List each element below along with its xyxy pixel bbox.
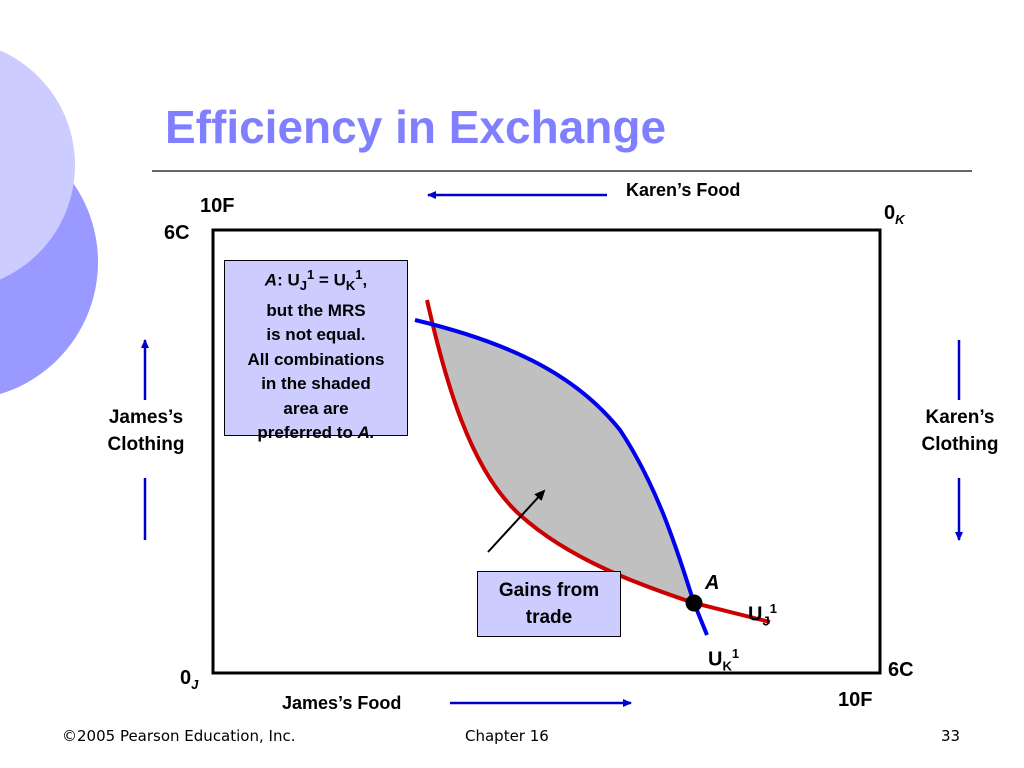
text: J [191,677,199,692]
text: 1 [355,267,363,282]
deco-circle [0,50,75,280]
text: 1 [769,601,777,616]
corner-label: 10F [838,689,873,711]
axis-label: James’s [108,407,184,428]
gains-line: Gains from [498,580,600,601]
text: preferred to [257,423,358,443]
text: 1 [306,267,315,282]
note-line: A: UJ1 = UK1, [225,263,407,299]
title: Efficiency in Exchange [165,101,667,153]
footer-text: Chapter 16 [465,727,549,745]
text: K [895,212,905,227]
text: J [762,613,770,629]
note-line: but the MRS [266,300,366,320]
note-line: All combinations [247,349,385,369]
text: 0 [884,202,896,224]
arrow [487,489,546,553]
corner-label: 0K [884,203,905,226]
text: = U [314,270,346,290]
text: 1 [731,646,740,661]
note-line: preferred to A. [225,421,407,446]
curve-uj [425,299,771,624]
corner-label: 6C [888,659,914,681]
text: K [345,278,356,294]
point-label: A [705,572,720,594]
text: : U [277,270,300,290]
text: U [708,648,723,671]
axis-label: Clothing [107,434,185,455]
text: 0 [180,667,192,689]
axis-label: James’s Food [282,693,402,713]
corner-label: 10F [200,195,235,217]
text: J [299,278,307,294]
curve-label: UJ1 [748,602,777,628]
corner-label: 0J [180,668,198,691]
edgeworth-box [211,228,882,675]
corner-label: 6C [164,222,190,244]
footer-text: 33 [941,727,961,745]
note-line: area are [283,398,349,418]
text: U [748,603,763,626]
text: , [362,270,368,290]
footer-text: ©2005 Pearson Education, Inc. [62,727,296,745]
note-box: A: UJ1 = UK1, but the MRS is not equal. … [224,260,408,442]
point-a [685,594,703,612]
axis-label: Clothing [921,434,999,455]
note-line: in the shaded [261,374,371,394]
text: K [722,658,732,674]
gains-box: Gains from trade [477,571,621,637]
shaded-region [433,325,694,603]
curve-uk [414,318,709,636]
curve-label: UK1 [708,647,739,673]
gains-line: trade [525,607,573,628]
text: A. [357,423,375,443]
axis-label: Karen’s [925,407,995,428]
note-line: is not equal. [266,325,366,345]
text: A [264,270,278,290]
axis-label: Karen’s Food [626,180,741,200]
